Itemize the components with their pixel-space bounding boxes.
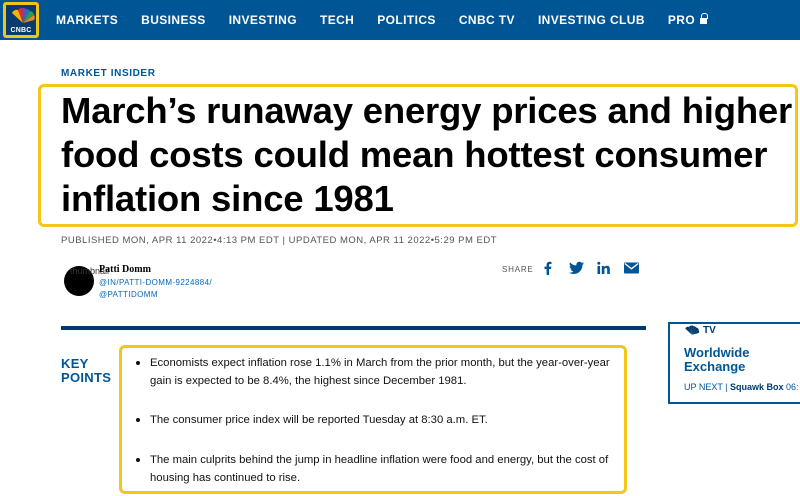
author-name[interactable]: Patti Domm — [99, 264, 151, 275]
tv-show-title[interactable]: Worldwide Exchange — [684, 346, 749, 374]
nav-item-politics[interactable]: POLITICS — [377, 13, 436, 27]
tv-widget-tag: TV — [683, 324, 716, 336]
nav-item-business[interactable]: BUSINESS — [141, 13, 206, 27]
up-next-show: Squawk Box — [730, 382, 784, 392]
email-icon[interactable] — [624, 261, 639, 275]
key-point-item: The consumer price index will be reporte… — [134, 411, 614, 429]
avatar-alt-text: thumbnail — [70, 266, 110, 276]
nav-item-pro[interactable]: PRO — [667, 13, 709, 27]
key-points-title-line2: POINTS — [61, 370, 112, 385]
nav-item-pro-label: PRO — [667, 13, 696, 27]
tv-widget[interactable] — [668, 322, 800, 404]
published-timestamp: PUBLISHED MON, APR 11 2022•4:13 PM EDT |… — [61, 235, 498, 246]
logo-text: CNBC — [10, 27, 32, 34]
nav-item-tech[interactable]: TECH — [319, 13, 355, 27]
twitter-icon[interactable] — [569, 261, 584, 275]
article-kicker[interactable]: MARKET INSIDER — [61, 68, 156, 79]
headline-highlight-box — [38, 84, 798, 227]
key-points-list: Economists expect inflation rose 1.1% in… — [134, 354, 614, 487]
nav-item-cnbc-tv[interactable]: CNBC TV — [458, 13, 515, 27]
key-point-item: Economists expect inflation rose 1.1% in… — [134, 354, 614, 390]
cnbc-logo[interactable]: CNBC — [3, 2, 39, 38]
author-avatar — [64, 266, 94, 296]
author-linkedin-link[interactable]: @IN/PATTI-DOMM-9224884/ — [99, 278, 213, 287]
peacock-icon — [12, 7, 35, 23]
section-divider — [61, 326, 646, 330]
up-next-label: UP NEXT | — [684, 382, 731, 392]
tv-title-line1: Worldwide — [684, 345, 750, 360]
tv-tag-label: TV — [703, 324, 716, 336]
author-twitter-link[interactable]: @PATTIDOMM — [99, 290, 158, 299]
article-headline: March’s runaway energy prices and higher… — [61, 90, 793, 219]
top-nav: CNBC MARKETS BUSINESS INVESTING TECH POL… — [0, 0, 800, 40]
key-point-item: The main culprits behind the jump in hea… — [134, 451, 614, 487]
up-next-time: 06: — [783, 382, 799, 392]
facebook-icon[interactable] — [543, 261, 552, 275]
linkedin-icon[interactable] — [597, 261, 610, 275]
nav-item-markets[interactable]: MARKETS — [56, 13, 119, 27]
lock-icon — [700, 13, 709, 25]
share-label: SHARE — [502, 265, 534, 274]
key-points-title-line1: KEY — [61, 356, 89, 371]
tv-up-next[interactable]: UP NEXT | Squawk Box 06: — [684, 382, 799, 392]
nav-item-investing[interactable]: INVESTING — [228, 13, 297, 27]
nav-menu: MARKETS BUSINESS INVESTING TECH POLITICS… — [56, 0, 730, 40]
key-points-highlight-box — [119, 345, 627, 494]
nav-item-investing-club[interactable]: INVESTING CLUB — [537, 13, 645, 27]
peacock-icon — [685, 325, 700, 335]
tv-title-line2: Exchange — [684, 359, 746, 374]
key-points-title: KEY POINTS — [61, 357, 111, 385]
